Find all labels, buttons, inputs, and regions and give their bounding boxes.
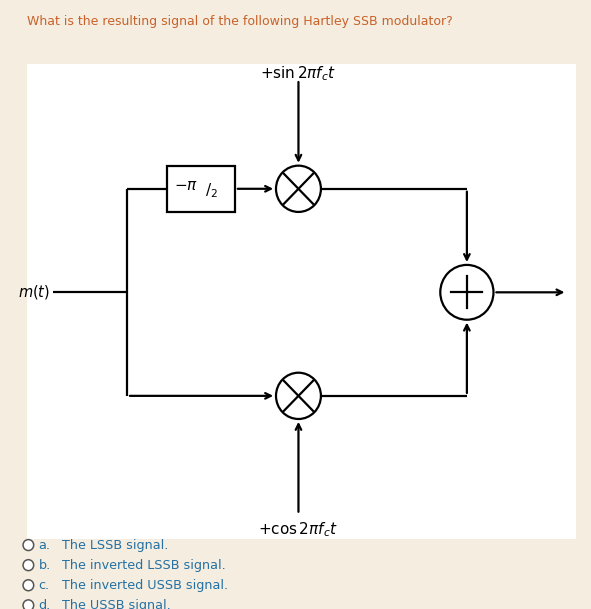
Text: a.: a. xyxy=(38,538,50,552)
Bar xyxy=(27,64,576,539)
Text: What is the resulting signal of the following Hartley SSB modulator?: What is the resulting signal of the foll… xyxy=(27,15,452,28)
Text: $-\pi$: $-\pi$ xyxy=(174,178,198,193)
Circle shape xyxy=(440,265,493,320)
Text: The inverted LSSB signal.: The inverted LSSB signal. xyxy=(62,558,226,572)
Text: b.: b. xyxy=(38,558,51,572)
Circle shape xyxy=(276,373,321,419)
Text: $+ \sin 2\pi f_c t$: $+ \sin 2\pi f_c t$ xyxy=(261,64,336,83)
Text: $+ \cos 2\pi f_c t$: $+ \cos 2\pi f_c t$ xyxy=(258,520,339,539)
Circle shape xyxy=(23,540,34,551)
Text: $/_{2}$: $/_{2}$ xyxy=(205,181,218,200)
Text: The LSSB signal.: The LSSB signal. xyxy=(62,538,168,552)
Text: $m(t)$: $m(t)$ xyxy=(18,283,50,301)
Circle shape xyxy=(23,580,34,591)
Circle shape xyxy=(23,560,34,571)
Text: c.: c. xyxy=(38,579,50,592)
FancyBboxPatch shape xyxy=(167,166,235,212)
Text: d.: d. xyxy=(38,599,51,609)
Text: The inverted USSB signal.: The inverted USSB signal. xyxy=(62,579,228,592)
Text: The USSB signal.: The USSB signal. xyxy=(62,599,171,609)
Circle shape xyxy=(23,600,34,609)
Circle shape xyxy=(276,166,321,212)
